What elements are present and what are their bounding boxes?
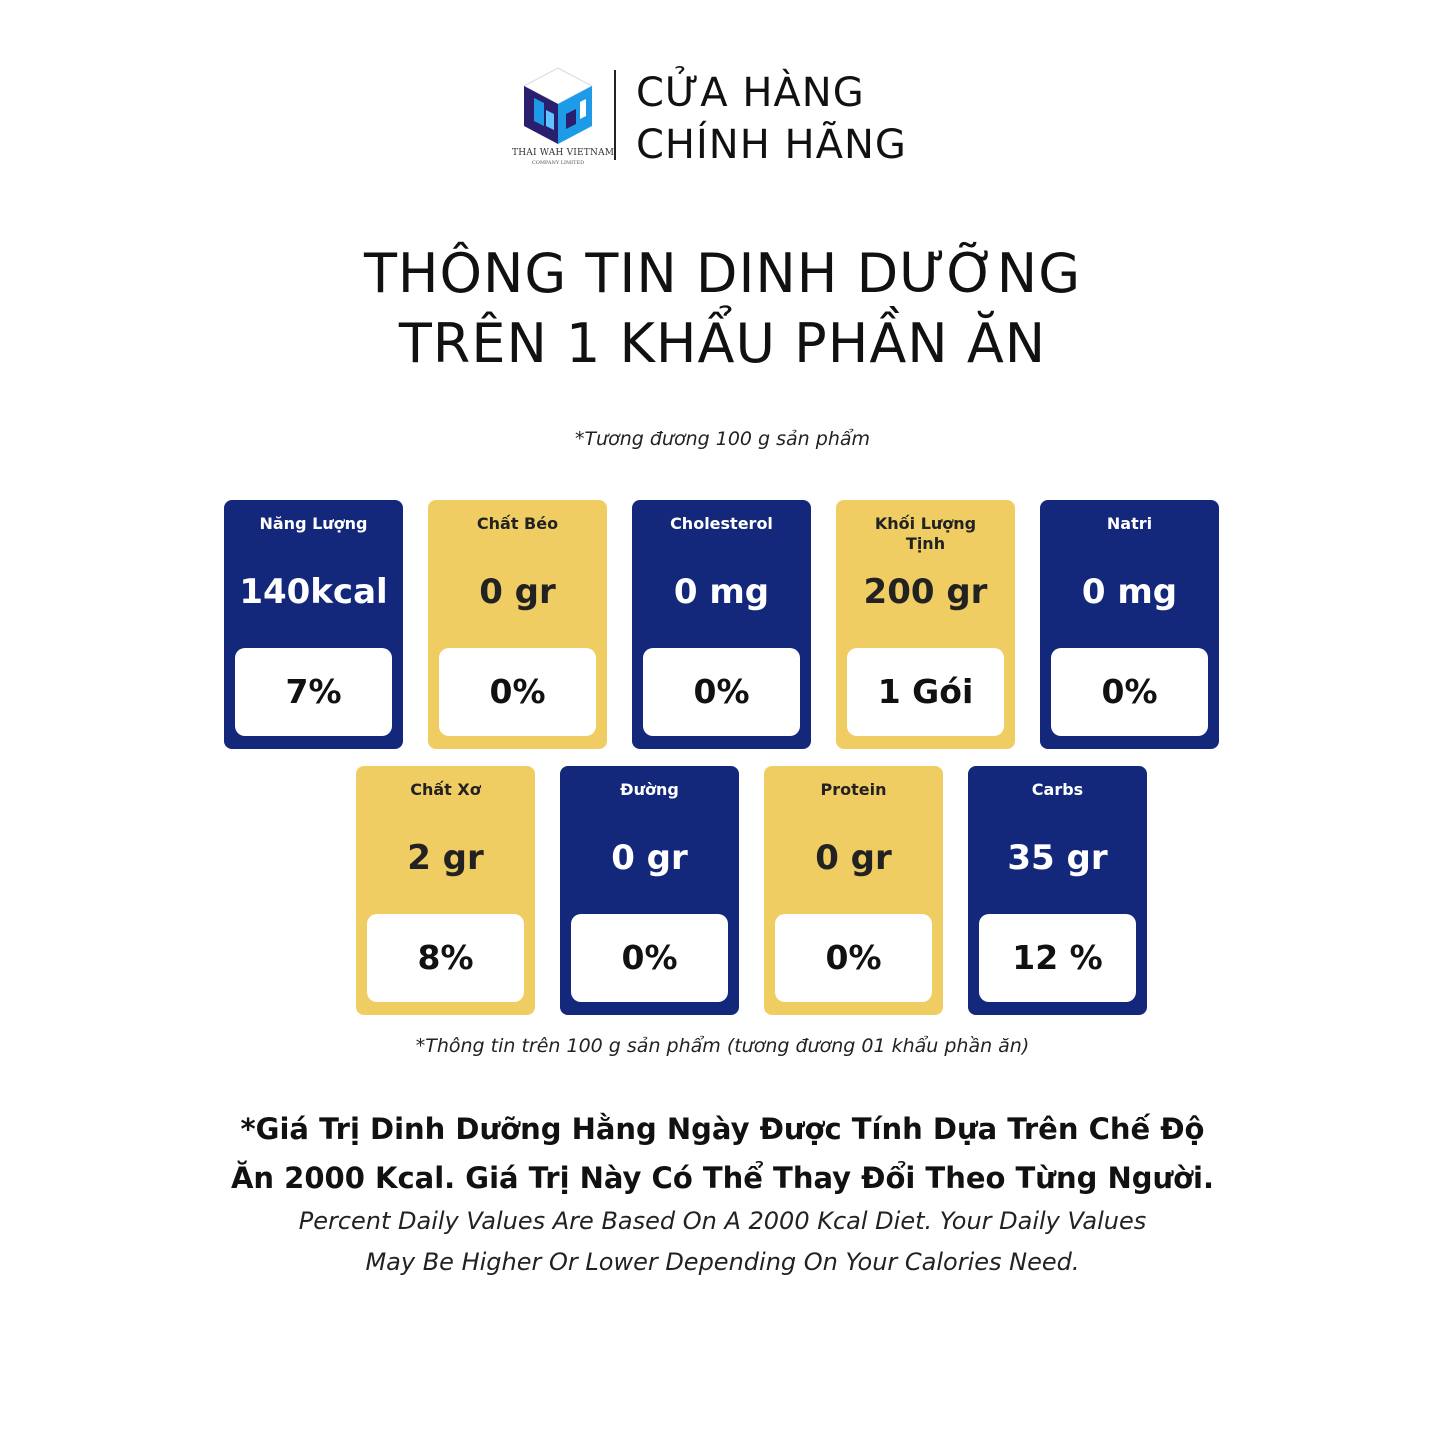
daily-value-box: 0% bbox=[643, 648, 800, 736]
brand-logo: THAI WAH VIETNAM COMPANY LIMITED bbox=[512, 66, 615, 166]
nutrient-label: Năng Lượng bbox=[259, 514, 368, 533]
daily-value-percent: 7% bbox=[285, 672, 342, 711]
daily-value-box: 0% bbox=[571, 914, 728, 1002]
nutrient-label: Khối Lượng Tịnh bbox=[874, 514, 977, 553]
disclaimer-vn-line2: Ăn 2000 Kcal. Giá Trị Này Có Thể Thay Đổ… bbox=[230, 1161, 1215, 1195]
daily-value-percent: 12 % bbox=[1012, 938, 1103, 977]
logo-company-name: THAI WAH VIETNAM bbox=[512, 148, 615, 158]
page-title-line2: TRÊN 1 KHẨU PHẦN ĂN bbox=[398, 312, 1047, 375]
daily-value-percent: 0% bbox=[693, 672, 750, 711]
daily-value-box: 8% bbox=[367, 914, 524, 1002]
nutrient-amount: 0 gr bbox=[611, 838, 688, 878]
store-label-line2: CHÍNH HÃNG bbox=[636, 122, 907, 168]
thai-wah-cube-logo-icon bbox=[522, 67, 594, 144]
nutrient-amount: 35 gr bbox=[1007, 838, 1108, 878]
logo-company-subtitle: COMPANY LIMITED bbox=[531, 160, 585, 166]
nutrient-label: Chất Xơ bbox=[410, 780, 481, 799]
daily-value-box: 0% bbox=[439, 648, 596, 736]
daily-value-box: 7% bbox=[235, 648, 392, 736]
nutrient-label: Natri bbox=[1106, 514, 1153, 533]
nutrient-label: Carbs bbox=[1031, 780, 1084, 799]
disclaimer-vn-line1: *Giá Trị Dinh Dưỡng Hằng Ngày Được Tính … bbox=[240, 1112, 1205, 1146]
nutrient-card-sodium: Natri 0 mg 0% bbox=[1040, 500, 1219, 749]
nutrient-card-fiber: Chất Xơ 2 gr 8% bbox=[356, 766, 535, 1015]
daily-value-percent: 8% bbox=[417, 938, 474, 977]
nutrient-card-carbs: Carbs 35 gr 12 % bbox=[968, 766, 1147, 1015]
nutrient-amount: 0 gr bbox=[815, 838, 892, 878]
nutrient-label: Chất Béo bbox=[476, 514, 559, 533]
nutrient-amount: 2 gr bbox=[407, 838, 484, 878]
store-label-line1: CỬA HÀNG bbox=[636, 70, 865, 116]
nutrient-card-fat: Chất Béo 0 gr 0% bbox=[428, 500, 607, 749]
nutrient-card-energy: Năng Lượng 140kcal 7% bbox=[224, 500, 403, 749]
nutrient-card-sugar: Đường 0 gr 0% bbox=[560, 766, 739, 1015]
nutrient-amount: 0 gr bbox=[479, 572, 556, 612]
daily-value-percent: 0% bbox=[825, 938, 882, 977]
daily-value-percent: 0% bbox=[621, 938, 678, 977]
nutrient-amount: 200 gr bbox=[863, 572, 988, 612]
daily-value-box: 0% bbox=[1051, 648, 1208, 736]
nutrient-label: Protein bbox=[820, 780, 887, 799]
nutrient-card-cholesterol: Cholesterol 0 mg 0% bbox=[632, 500, 811, 749]
per-serving-footnote: *Thông tin trên 100 g sản phẩm (tương đư… bbox=[415, 1035, 1030, 1057]
daily-value-percent: 1 Gói bbox=[877, 672, 974, 711]
nutrient-label: Cholesterol bbox=[670, 514, 773, 533]
nutrient-label: Đường bbox=[620, 780, 679, 799]
daily-value-box: 1 Gói bbox=[847, 648, 1004, 736]
nutrient-card-protein: Protein 0 gr 0% bbox=[764, 766, 943, 1015]
nutrient-card-net-weight: Khối Lượng Tịnh 200 gr 1 Gói bbox=[836, 500, 1015, 749]
nutrient-amount: 0 mg bbox=[673, 572, 770, 612]
daily-value-box: 12 % bbox=[979, 914, 1136, 1002]
daily-value-box: 0% bbox=[775, 914, 932, 1002]
header: THAI WAH VIETNAM COMPANY LIMITED CỬA HÀN… bbox=[0, 60, 1445, 170]
nutrient-amount: 140kcal bbox=[239, 572, 388, 612]
nutrient-amount: 0 mg bbox=[1081, 572, 1178, 612]
header-divider bbox=[614, 70, 616, 160]
daily-value-percent: 0% bbox=[1101, 672, 1158, 711]
daily-value-percent: 0% bbox=[489, 672, 546, 711]
disclaimer-en-line2: May Be Higher Or Lower Depending On Your… bbox=[365, 1248, 1080, 1276]
disclaimer-en-line1: Percent Daily Values Are Based On A 2000… bbox=[298, 1207, 1147, 1235]
page-title-line1: THÔNG TIN DINH DƯỠNG bbox=[363, 242, 1082, 305]
serving-note: *Tương đương 100 g sản phẩm bbox=[574, 428, 871, 450]
